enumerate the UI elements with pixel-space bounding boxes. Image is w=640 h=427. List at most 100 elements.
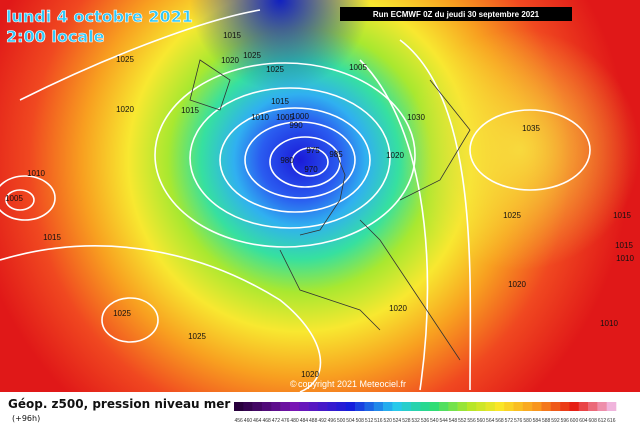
- colorbar-swatch: [541, 402, 552, 411]
- isobar-label: 1015: [223, 31, 241, 40]
- colorbar-label: 612: [598, 418, 607, 424]
- isobar-label: 1005: [349, 63, 367, 72]
- colorbar-swatch: [364, 402, 375, 411]
- colorbar-swatch: [289, 402, 300, 411]
- isobar-label: 1025: [188, 332, 206, 341]
- colorbar-label: 616: [607, 418, 616, 424]
- copyright: copyright 2021 Meteociel.fr: [298, 379, 406, 389]
- isobar-label: 1015: [615, 241, 633, 250]
- colorbar-swatch: [271, 402, 281, 411]
- colorbar-swatch: [345, 402, 356, 411]
- isobars: [0, 9, 591, 393]
- colorbar-label: 496: [328, 418, 337, 424]
- colorbar-swatch: [355, 402, 365, 411]
- colorbar-swatch: [243, 402, 253, 411]
- colorbar-swatch: [401, 402, 412, 411]
- colorbar-label: 580: [523, 418, 532, 424]
- colorbar-label: 516: [374, 418, 383, 424]
- colorbar-label: 576: [514, 418, 523, 424]
- colorbar-label: 480: [290, 418, 299, 424]
- colorbar-label: 488: [309, 418, 318, 424]
- colorbar-swatch: [299, 402, 309, 411]
- isobar-label: 975: [306, 146, 320, 155]
- colorbar-label: 544: [439, 418, 448, 424]
- colorbar-swatch: [504, 402, 514, 411]
- isobar-label: 1000: [291, 112, 309, 121]
- isobar-label: 1015: [43, 233, 61, 242]
- colorbar-label: 584: [533, 418, 542, 424]
- isobar-label: 1010: [600, 319, 618, 328]
- colorbar-label: 592: [551, 418, 560, 424]
- footer-lead: (+96h): [12, 414, 40, 423]
- isobar-label: 980: [280, 156, 294, 165]
- colorbar-swatch: [261, 402, 272, 411]
- colorbar-swatch: [411, 402, 421, 411]
- isobar-label: 1020: [116, 105, 134, 114]
- colorbar-label: 560: [477, 418, 486, 424]
- isobar-label: 1020: [386, 151, 404, 160]
- isobar-label: 970: [304, 165, 318, 174]
- colorbar-swatch: [494, 402, 505, 411]
- colorbar-swatch: [513, 402, 524, 411]
- time: 2:00 locale: [6, 27, 105, 46]
- colorbar-label: 504: [346, 418, 355, 424]
- isobar-label: 1025: [243, 51, 261, 60]
- colorbar-label: 512: [365, 418, 374, 424]
- colorbar-label: 564: [486, 418, 495, 424]
- colorbar-swatch: [429, 402, 440, 411]
- colorbar-label: 548: [449, 418, 458, 424]
- isobar-label: 990: [289, 121, 303, 130]
- colorbar-swatch: [569, 402, 580, 411]
- colorbar-swatch: [485, 402, 496, 411]
- isobar-label: 1020: [301, 370, 319, 379]
- colorbar-swatch: [373, 402, 384, 411]
- isobar-label: 1025: [113, 309, 131, 318]
- isobar-label: 1015: [271, 97, 289, 106]
- isobar-label: 985: [329, 150, 343, 159]
- colorbar-swatch: [466, 402, 477, 411]
- isobar-label: 1010: [616, 254, 634, 263]
- run-text: Run ECMWF 0Z du jeudi 30 septembre 2021: [373, 10, 540, 19]
- colorbar-label: 468: [262, 418, 271, 424]
- colorbar-label: 596: [561, 418, 570, 424]
- isobar-label: 1005: [5, 194, 23, 203]
- colorbar-label: 472: [272, 418, 281, 424]
- colorbar-label: 500: [337, 418, 346, 424]
- isobar-label: 1015: [613, 211, 631, 220]
- colorbar-label: 536: [421, 418, 430, 424]
- isobar-label: 1025: [503, 211, 521, 220]
- colorbar-swatch: [308, 402, 319, 411]
- colorbar-swatch: [588, 402, 598, 411]
- colorbar-label: 588: [542, 418, 551, 424]
- colorbar-swatch: [550, 402, 561, 411]
- colorbar-label: 492: [318, 418, 327, 424]
- colorbar-label: 568: [495, 418, 504, 424]
- colorbar-swatch: [317, 402, 328, 411]
- isobar-label: 1025: [116, 55, 134, 64]
- colorbar-label: 456: [234, 418, 243, 424]
- isobar-label: 1005: [276, 113, 294, 122]
- isobar-label: 1020: [221, 56, 239, 65]
- isobar-label: 1035: [522, 124, 540, 133]
- colorbar-swatch: [522, 402, 533, 411]
- footer-title: Géop. z500, pression niveau mer: [8, 397, 230, 411]
- colorbar-swatch: [560, 402, 570, 411]
- isobar-label: 1020: [508, 280, 526, 289]
- colorbar-label: 524: [393, 418, 402, 424]
- colorbar-label: 484: [300, 418, 309, 424]
- colorbar-swatch: [476, 402, 486, 411]
- colorbar-label: 464: [253, 418, 262, 424]
- run-box: [340, 7, 572, 21]
- colorbar-label: 476: [281, 418, 290, 424]
- colorbar-swatch: [280, 402, 291, 411]
- isobar-label: 1015: [181, 106, 199, 115]
- colorbar-swatch: [234, 402, 244, 411]
- colorbar-swatch: [383, 402, 393, 411]
- colorbar-swatch: [420, 402, 430, 411]
- copyright-symbol: ©: [290, 379, 297, 389]
- colorbar-label: 608: [589, 418, 598, 424]
- colorbar-label: 540: [430, 418, 439, 424]
- colorbar-swatch: [597, 402, 607, 411]
- colorbar-label: 520: [384, 418, 393, 424]
